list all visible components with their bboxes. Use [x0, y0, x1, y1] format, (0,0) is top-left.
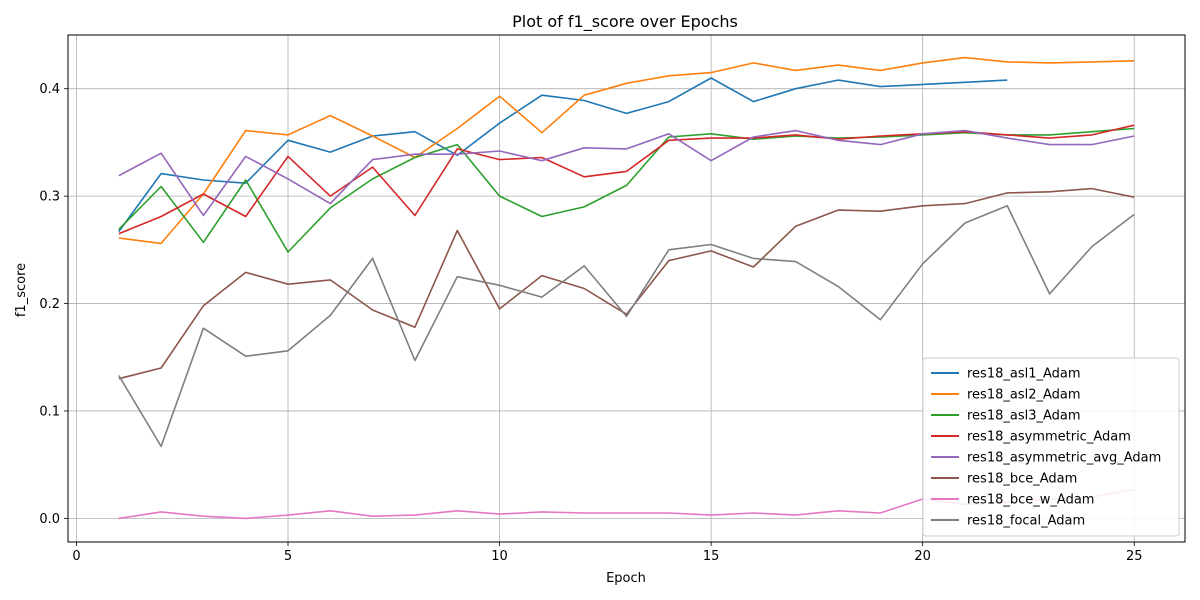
series-lines — [118, 56, 1135, 520]
y-tick-label: 0.2 — [39, 297, 60, 312]
legend: res18_asl1_Adam res18_asl2_Adam res18_asl3… — [922, 357, 1180, 537]
chart-title: Plot of f1_score over Epochs — [512, 12, 738, 32]
y-axis-ticks: 0.0 0.1 0.2 0.3 0.4 — [39, 82, 68, 527]
y-tick-label: 0.1 — [39, 404, 60, 419]
y-tick-label: 0.4 — [39, 82, 60, 97]
legend-label: res18_bce_Adam — [967, 472, 1077, 487]
legend-label: res18_asymmetric_avg_Adam — [967, 451, 1161, 466]
series-line-res18_asl2_Adam — [118, 56, 1135, 245]
legend-label: res18_asl3_Adam — [967, 409, 1081, 424]
legend-label: res18_bce_w_Adam — [967, 493, 1094, 508]
series-line-res18_asl3_Adam — [118, 127, 1135, 253]
series-line-res18_asymmetric_Adam — [118, 124, 1135, 235]
series-line-res18_asl1_Adam — [118, 77, 1008, 233]
legend-label: res18_asymmetric_Adam — [967, 430, 1131, 445]
series-line-res18_asymmetric_avg_Adam — [118, 129, 1135, 217]
x-tick-label: 15 — [703, 549, 720, 564]
y-axis-label: f1_score — [14, 263, 29, 317]
legend-label: res18_asl1_Adam — [967, 367, 1081, 382]
plot-frame — [67, 34, 1186, 543]
x-tick-label: 0 — [72, 549, 80, 564]
y-tick-label: 0.0 — [39, 512, 60, 527]
series-line-res18_focal_Adam — [118, 205, 1135, 448]
legend-label: res18_focal_Adam — [967, 514, 1085, 529]
y-tick-label: 0.3 — [39, 190, 60, 205]
x-axis-ticks: 0 5 10 15 20 25 — [72, 542, 1143, 564]
legend-label: res18_asl2_Adam — [967, 388, 1081, 403]
x-tick-label: 10 — [491, 549, 508, 564]
x-tick-label: 20 — [914, 549, 931, 564]
x-axis-label: Epoch — [606, 571, 646, 586]
x-tick-label: 25 — [1126, 549, 1143, 564]
series-line-res18_bce_Adam — [118, 187, 1135, 380]
x-tick-label: 5 — [284, 549, 292, 564]
legend-box — [922, 357, 1180, 537]
